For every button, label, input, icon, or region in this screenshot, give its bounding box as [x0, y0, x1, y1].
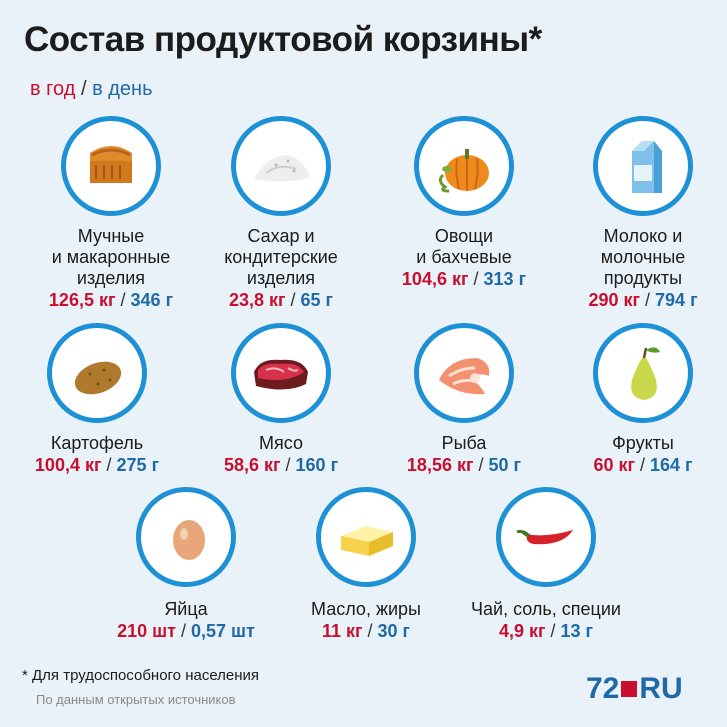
potato-icon	[47, 323, 147, 423]
logo-square-icon	[621, 681, 638, 697]
item-label: Мучные и макаронные изделия	[51, 226, 171, 288]
item-label: Молоко и молочные продукты	[600, 226, 686, 288]
day-value: 275 г	[116, 455, 160, 475]
legend-separator: /	[80, 78, 87, 100]
year-value: 100,4 кг	[34, 455, 102, 475]
bread-icon	[61, 116, 161, 216]
separator: /	[106, 455, 112, 475]
legend: в год / в день	[30, 78, 153, 101]
steak-icon	[231, 323, 331, 423]
item-values: 100,4 кг / 275 г	[12, 454, 182, 476]
item-label: Картофель	[50, 433, 144, 453]
year-value: 126,5 кг	[48, 290, 116, 310]
item-values: 18,56 кг / 50 г	[379, 454, 549, 476]
milk-carton-icon	[593, 116, 693, 216]
item-values: 60 кг / 164 г	[558, 454, 727, 476]
pear-icon	[593, 323, 693, 423]
separator: /	[645, 290, 651, 310]
separator: /	[478, 455, 484, 475]
separator: /	[285, 455, 291, 475]
day-value: 13 г	[560, 621, 594, 641]
item-tea-salt-spices: Чай, соль, специи 4,9 кг / 13 г	[461, 487, 631, 642]
year-value: 58,6 кг	[223, 455, 281, 475]
item-butter: Масло, жиры 11 кг / 30 г	[281, 487, 451, 642]
separator: /	[180, 621, 186, 641]
item-meat: Мясо 58,6 кг / 160 г	[196, 323, 366, 476]
day-value: 30 г	[377, 621, 411, 641]
item-sugar: Сахар и кондитерские изделия 23,8 кг / 6…	[196, 116, 366, 311]
page-title: Состав продуктовой корзины*	[24, 20, 542, 59]
item-values: 23,8 кг / 65 г	[196, 289, 366, 311]
separator: /	[639, 455, 645, 475]
item-values: 104,6 кг / 313 г	[379, 268, 549, 290]
year-value: 210 шт	[117, 621, 176, 641]
item-label: Масло, жиры	[311, 599, 421, 619]
item-values: 210 шт / 0,57 шт	[101, 620, 271, 642]
item-eggs: Яйца 210 шт / 0,57 шт	[101, 487, 271, 642]
year-value: 4,9 кг	[498, 621, 546, 641]
item-fruits: Фрукты 60 кг / 164 г	[558, 323, 727, 476]
item-label: Сахар и кондитерские изделия	[224, 226, 338, 288]
day-value: 164 г	[650, 455, 693, 475]
legend-day: в день	[92, 78, 153, 100]
day-value: 160 г	[295, 455, 339, 475]
year-value: 11 кг	[321, 621, 363, 641]
item-values: 126,5 кг / 346 г	[26, 289, 196, 311]
chili-pepper-icon	[496, 487, 596, 587]
fish-icon	[414, 323, 514, 423]
pumpkin-icon	[414, 116, 514, 216]
item-milk: Молоко и молочные продукты 290 кг / 794 …	[558, 116, 727, 311]
item-label: Мясо	[259, 433, 303, 453]
separator: /	[550, 621, 556, 641]
source-note: По данным открытых источников	[36, 692, 236, 707]
egg-icon	[136, 487, 236, 587]
separator: /	[290, 290, 296, 310]
item-label: Чай, соль, специи	[471, 599, 621, 619]
sugar-icon	[231, 116, 331, 216]
day-value: 346 г	[130, 290, 174, 310]
item-label: Рыба	[441, 433, 487, 453]
separator: /	[367, 621, 373, 641]
item-values: 290 кг / 794 г	[558, 289, 727, 311]
item-label: Овощи и бахчевые	[416, 226, 512, 267]
logo-suffix: RU	[639, 672, 683, 705]
item-values: 4,9 кг / 13 г	[461, 620, 631, 642]
butter-icon	[316, 487, 416, 587]
day-value: 0,57 шт	[191, 621, 255, 641]
legend-year: в год	[30, 78, 76, 100]
year-value: 18,56 кг	[406, 455, 474, 475]
year-value: 23,8 кг	[228, 290, 286, 310]
footnote: * Для трудоспособного населения	[22, 667, 260, 684]
item-potato: Картофель 100,4 кг / 275 г	[12, 323, 182, 476]
year-value: 60 кг	[593, 455, 635, 475]
item-label: Яйца	[164, 599, 208, 619]
separator: /	[473, 269, 479, 289]
day-value: 50 г	[488, 455, 522, 475]
item-values: 11 кг / 30 г	[281, 620, 451, 642]
day-value: 65 г	[300, 290, 334, 310]
logo-number: 72	[586, 672, 620, 705]
item-label: Фрукты	[612, 433, 674, 453]
day-value: 794 г	[655, 290, 698, 310]
item-vegetables: Овощи и бахчевые 104,6 кг / 313 г	[379, 116, 549, 290]
separator: /	[120, 290, 126, 310]
year-value: 290 кг	[588, 290, 640, 310]
item-fish: Рыба 18,56 кг / 50 г	[379, 323, 549, 476]
year-value: 104,6 кг	[401, 269, 469, 289]
item-values: 58,6 кг / 160 г	[196, 454, 366, 476]
logo: 72 RU	[586, 672, 683, 706]
day-value: 313 г	[483, 269, 527, 289]
item-bread: Мучные и макаронные изделия 126,5 кг / 3…	[26, 116, 196, 311]
